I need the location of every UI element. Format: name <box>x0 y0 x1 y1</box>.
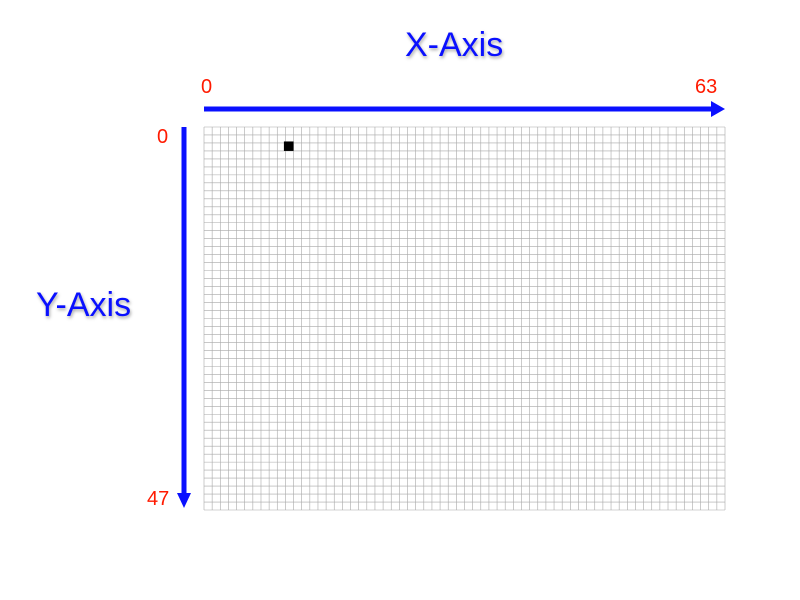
highlighted-pixel <box>283 141 294 151</box>
x-axis-arrowhead <box>711 101 725 117</box>
y-axis-arrowhead <box>177 493 191 508</box>
y-axis-title: Y-Axis <box>36 286 132 324</box>
x-axis-start-label: 0 <box>201 76 213 98</box>
x-axis-end-label: 63 <box>695 76 718 98</box>
y-axis-start-label: 0 <box>157 126 169 148</box>
highlighted-pixels <box>283 141 294 151</box>
pixel-grid <box>203 126 726 511</box>
y-axis-end-label: 47 <box>147 488 170 510</box>
x-axis-title: X-Axis <box>405 26 504 64</box>
